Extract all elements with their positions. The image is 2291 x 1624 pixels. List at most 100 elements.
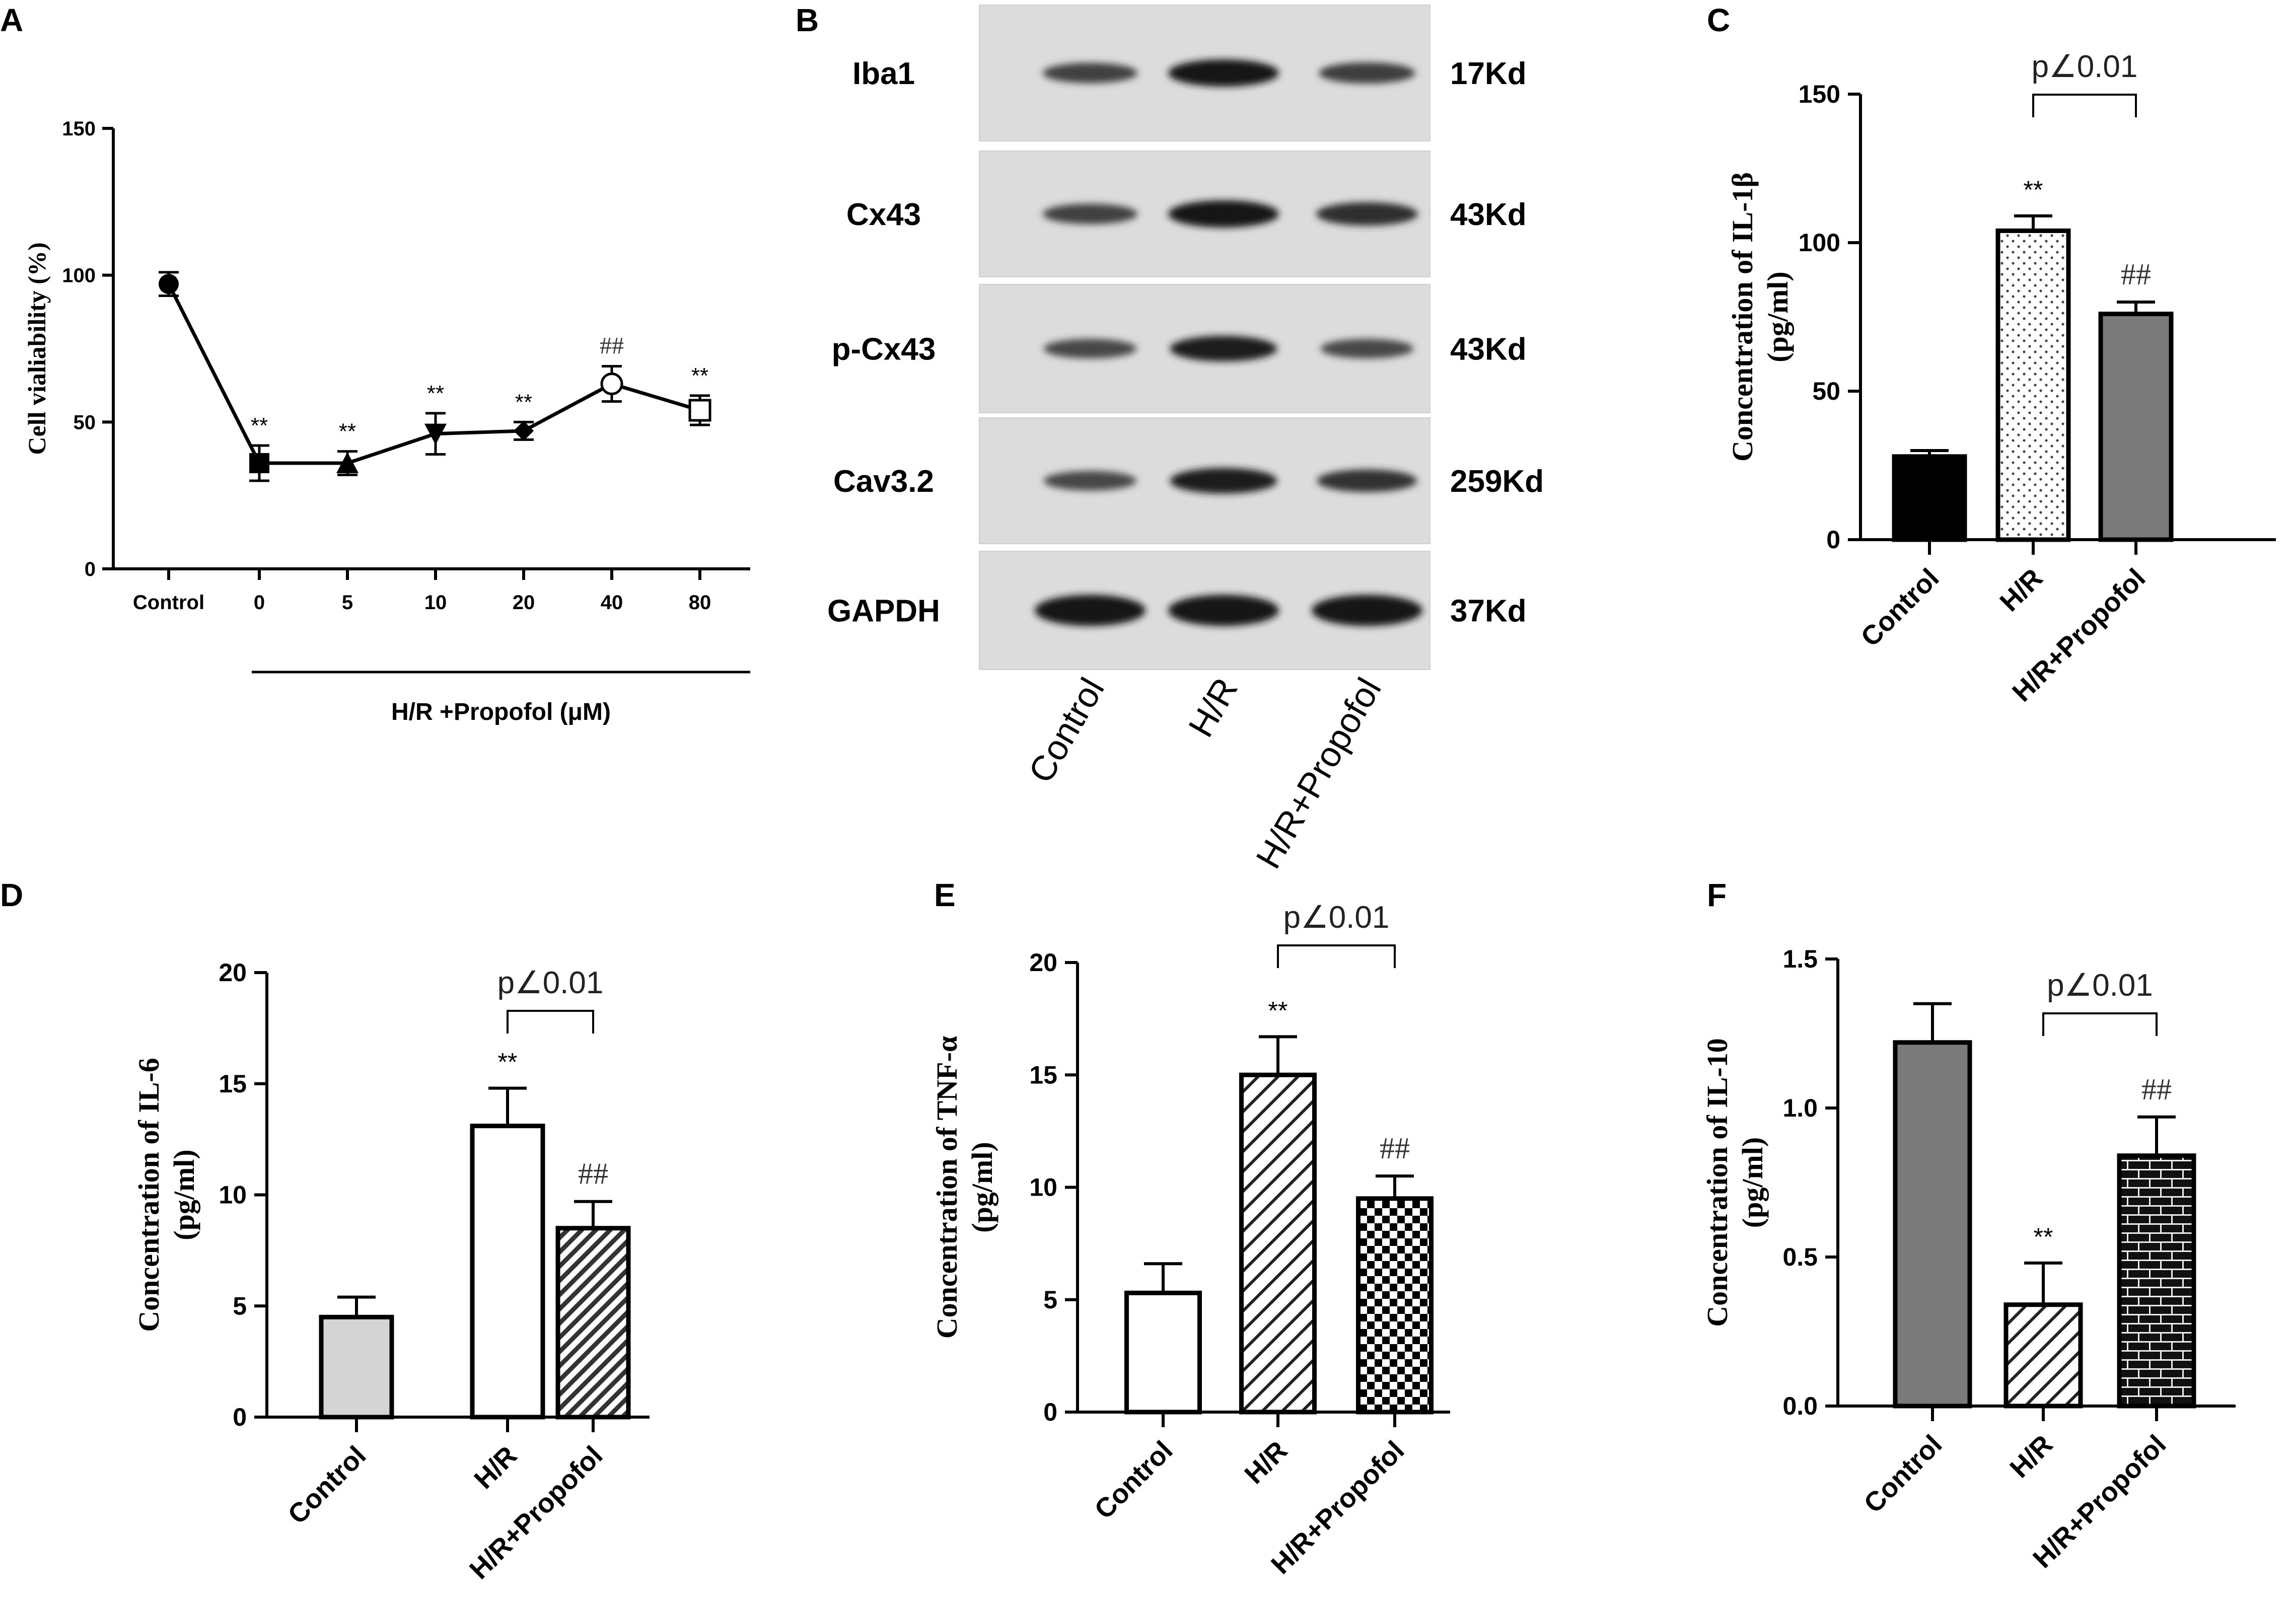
star-annotation: ** xyxy=(427,381,444,406)
data-point xyxy=(424,423,447,445)
y-tick-label: 20 xyxy=(219,958,247,987)
hash-annotation: ## xyxy=(2141,1073,2172,1106)
y-tick-label: 0.5 xyxy=(1782,1243,1818,1271)
data-point xyxy=(249,453,269,473)
x-tick-label: H/R xyxy=(1994,563,2048,617)
y-axis-label: Cell vialiability (%) xyxy=(23,242,51,455)
x-tick-label: H/R xyxy=(1239,1435,1293,1490)
y-axis-unit-label: (pg/ml) xyxy=(1736,1137,1769,1228)
panel-b-western-blot: Iba1 17Kd Cx43 43Kd p-Cx43 43Kd Cav3.2 259Kd GAP… xyxy=(827,5,1544,875)
hash-annotation: ## xyxy=(2121,258,2151,291)
data-point xyxy=(600,373,623,395)
significance-bracket xyxy=(2042,1012,2158,1036)
protein-band xyxy=(1168,59,1279,87)
panel-letter-c: C xyxy=(1707,2,1730,38)
panel-letter-f: F xyxy=(1707,877,1727,913)
x-axis-label: H/R +Propofol (μM) xyxy=(391,699,611,725)
data-point xyxy=(336,452,359,473)
x-tick-label: Control xyxy=(1858,1429,1948,1519)
protein-band xyxy=(1317,469,1417,492)
bar xyxy=(1124,1290,1202,1415)
protein-label: p-Cx43 xyxy=(832,332,936,367)
protein-band xyxy=(1168,595,1279,626)
y-tick-label: 0 xyxy=(233,1403,247,1431)
y-tick-label: 10 xyxy=(1029,1173,1057,1202)
protein-band xyxy=(1320,339,1414,358)
blot-row-p-cx43: p-Cx43 43Kd xyxy=(832,284,1527,413)
y-tick-label: 1.5 xyxy=(1782,945,1818,973)
y-axis-label: Concentration of TNF-α xyxy=(930,1036,963,1339)
panel-letter-a: A xyxy=(0,2,23,38)
y-tick-label: 50 xyxy=(1812,377,1840,405)
protein-band xyxy=(1168,200,1279,228)
y-tick-label: 0 xyxy=(1043,1398,1057,1426)
protein-band xyxy=(1043,471,1137,491)
panel-e-bar-chart: 05101520Control**H/R##H/R+Propofolp∠0.01… xyxy=(930,900,1450,1580)
y-tick-label: 15 xyxy=(219,1070,247,1098)
y-tick-label: 50 xyxy=(74,411,96,433)
data-point xyxy=(159,274,179,294)
bar xyxy=(1995,228,2071,542)
star-annotation: ** xyxy=(2034,1223,2053,1251)
panel-letter-d: D xyxy=(0,877,23,913)
molecular-weight-label: 37Kd xyxy=(1450,594,1527,629)
x-tick-label: 5 xyxy=(342,592,353,614)
protein-band xyxy=(1312,595,1422,626)
x-tick-label: 20 xyxy=(513,592,535,614)
bar xyxy=(2117,1153,2196,1409)
x-tick-label: Control xyxy=(133,592,204,614)
y-axis-unit-label: (pg/ml) xyxy=(966,1142,998,1232)
bar xyxy=(470,1124,545,1420)
protein-band xyxy=(1035,595,1146,626)
y-tick-label: 1.0 xyxy=(1782,1094,1818,1122)
star-annotation: ** xyxy=(251,413,268,438)
hash-annotation: ## xyxy=(600,333,624,359)
bar xyxy=(1356,1196,1434,1415)
protein-label: Cx43 xyxy=(846,197,921,232)
bar xyxy=(1239,1072,1317,1415)
blot-row-cx43: Cx43 43Kd xyxy=(846,151,1527,277)
protein-band xyxy=(1043,339,1137,358)
bar xyxy=(555,1226,631,1420)
bar xyxy=(2098,312,2174,542)
panel-f-bar-chart: 0.00.51.01.5Control**H/R##H/R+Propofolp∠… xyxy=(1701,945,2236,1574)
significance-bracket xyxy=(1277,944,1396,968)
star-annotation: ** xyxy=(339,419,356,444)
y-tick-label: 20 xyxy=(1029,948,1057,977)
x-tick-label: 40 xyxy=(601,592,623,614)
x-tick-label: 10 xyxy=(424,592,447,614)
star-annotation: ** xyxy=(2024,176,2043,204)
protein-band xyxy=(1316,202,1418,226)
y-tick-label: 150 xyxy=(62,118,96,140)
y-tick-label: 0 xyxy=(85,558,96,580)
hash-annotation: ## xyxy=(1380,1132,1410,1165)
y-tick-label: 100 xyxy=(1799,229,1840,257)
y-tick-label: 5 xyxy=(233,1292,247,1320)
panel-a-chart: 0 50 100 150 Control 0 5 10 20 40 80 Cell vialiabil… xyxy=(23,118,750,725)
protein-label: Iba1 xyxy=(852,56,915,91)
y-axis-label: Concentration of IL-6 xyxy=(132,1058,165,1332)
x-tick-label: Control xyxy=(282,1440,372,1530)
protein-label: Cav3.2 xyxy=(833,464,934,499)
bar xyxy=(1892,454,1967,542)
significance-bracket xyxy=(2032,94,2137,117)
protein-band xyxy=(1042,62,1138,84)
x-tick-label: H/R xyxy=(2004,1429,2058,1484)
panel-c-bar-chart: 050100150Control**H/R##H/R+Propofolp∠0.0… xyxy=(1726,49,2276,707)
p-value-label: p∠0.01 xyxy=(2032,49,2138,84)
panel-letter-e: E xyxy=(934,877,956,913)
star-annotation: ** xyxy=(515,390,532,414)
y-axis-unit-label: (pg/ml) xyxy=(168,1149,200,1240)
bar xyxy=(319,1314,394,1420)
y-tick-label: 0.0 xyxy=(1782,1392,1818,1420)
x-tick-label: H/R xyxy=(468,1440,523,1495)
y-tick-label: 0 xyxy=(1826,526,1840,554)
molecular-weight-label: 259Kd xyxy=(1450,464,1544,499)
protein-band xyxy=(1319,62,1415,84)
y-tick-label: 100 xyxy=(62,265,96,287)
x-tick-label: Control xyxy=(1089,1435,1178,1525)
lane-label: Control xyxy=(1021,672,1112,789)
y-tick-label: 15 xyxy=(1029,1061,1057,1089)
y-tick-label: 10 xyxy=(219,1181,247,1209)
